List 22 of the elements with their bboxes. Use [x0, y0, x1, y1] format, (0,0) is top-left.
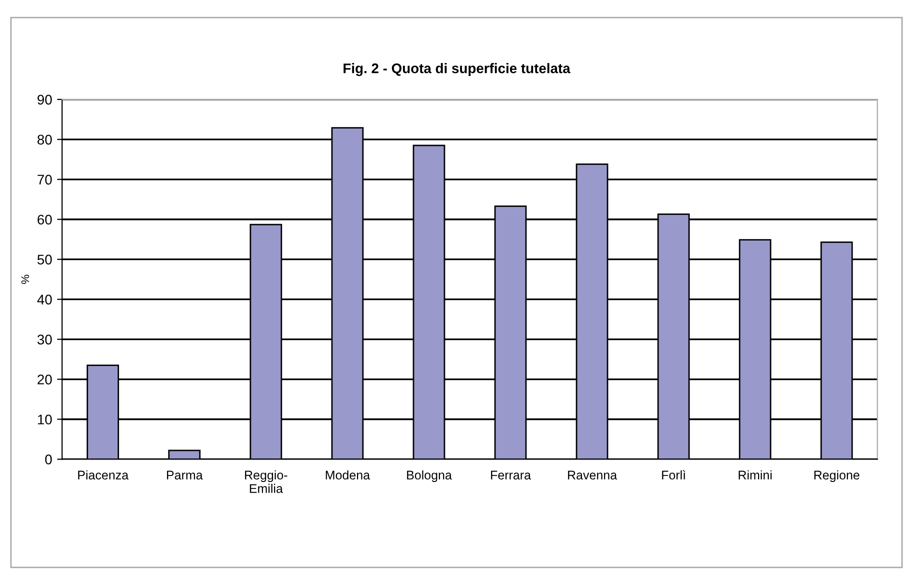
- x-tick-label: Parma: [167, 470, 203, 480]
- y-tick-label: 10: [38, 414, 52, 424]
- x-tick-label: Ferrara: [491, 470, 531, 480]
- x-tick-label: Regione: [814, 470, 860, 482]
- y-tick-label: 70: [38, 174, 52, 185]
- x-tick-label: Forlì: [662, 470, 686, 480]
- x-tick-label: Modena: [326, 470, 370, 480]
- x-tick-label: Bologna: [407, 470, 452, 482]
- chart-title: Fig. 2 - Quota di superficie tutelata: [344, 63, 570, 76]
- y-tick-label: 80: [38, 134, 52, 145]
- x-tick-label: Reggio- Emilia: [245, 470, 288, 493]
- y-tick-label: 30: [37, 334, 52, 344]
- y-tick-label: 40: [37, 294, 52, 304]
- x-tick-label: Rimini: [738, 470, 772, 480]
- y-tick-label: 60: [38, 214, 52, 225]
- y-tick-label: 90: [38, 94, 52, 105]
- y-axis-title: %: [21, 274, 30, 284]
- x-tick-label: Ravenna: [568, 470, 618, 480]
- y-tick-label: 50: [37, 254, 52, 265]
- x-tick-label: Piacenza: [78, 470, 129, 480]
- y-tick-label: 0: [45, 454, 52, 464]
- y-tick-label: 20: [38, 374, 52, 384]
